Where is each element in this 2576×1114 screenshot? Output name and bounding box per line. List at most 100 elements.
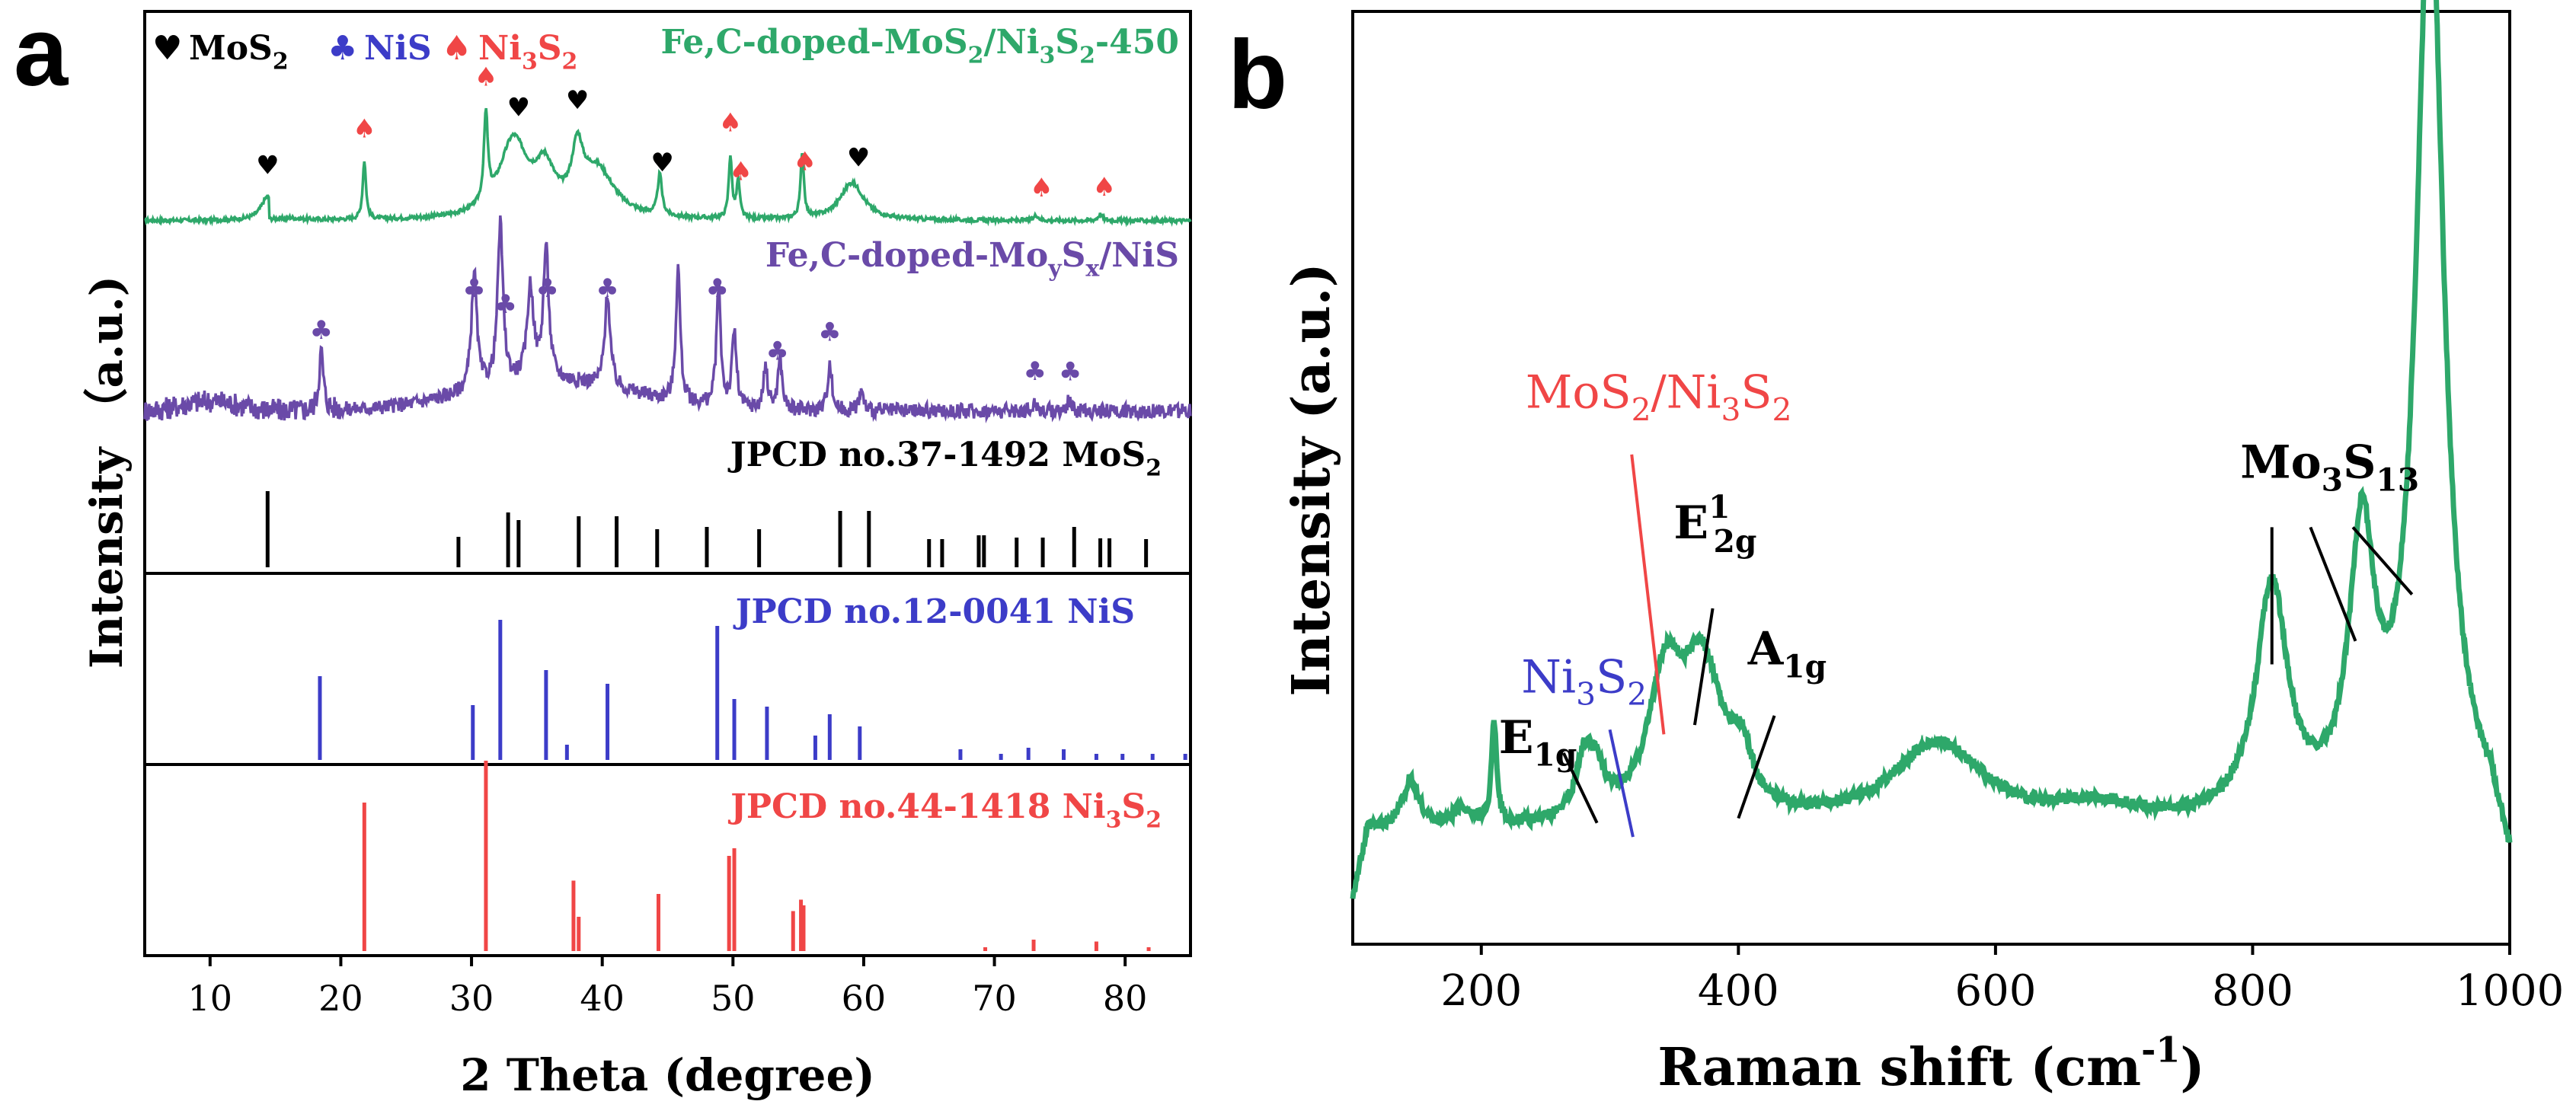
x-tick-label-a: 50 [711, 978, 756, 1019]
peak-annotation-part: E [1673, 496, 1708, 550]
x-tick-label-b: 600 [1954, 966, 2036, 1016]
y-axis-label-a: Intensity （a.u.) [81, 276, 133, 669]
peak-marker: ♣ [765, 336, 788, 366]
peak-marker: ♣ [705, 273, 728, 304]
peak-annotation-part: S [2343, 436, 2376, 490]
series-label: Fe,C-doped-MoySx/NiS [765, 236, 1179, 282]
legend-symbol: ♥ [152, 29, 182, 68]
peak-annotation-part: /Ni [1651, 366, 1721, 420]
peak-marker: ♠ [719, 108, 742, 139]
plot-frame-b [1351, 10, 2511, 946]
series-label-part: S [1055, 23, 1079, 62]
series-label-part: 2 [1079, 42, 1095, 69]
reference-label-part: JPCD no.12-0041 NiS [733, 592, 1135, 631]
legend-label-part: Ni [478, 29, 522, 68]
xrd-chart: 10 20 30 40 50 60 70 80 2 Theta (degree) Intensit… [81, 10, 1192, 1101]
series-line [144, 107, 1192, 228]
x-axis-label-b-part: Raman shift (cm [1657, 1037, 2141, 1098]
peak-annotation-part: MoS [1526, 366, 1632, 420]
series-label-part: y [1047, 255, 1063, 282]
series-label-part: Fe,C-doped-Mo [765, 236, 1048, 275]
peak-annotation: MoS2/Ni3S2 [1526, 366, 1792, 429]
peak-marker: ♠ [1092, 172, 1115, 203]
raman-line [1350, 0, 2513, 899]
legend-label-part: NiS [364, 29, 432, 68]
peak-marker: ♣ [1059, 356, 1082, 387]
peak-marker: ♣ [818, 317, 841, 347]
peak-annotation-part: S [1740, 366, 1772, 420]
reference-label: JPCD no.37-1492 MoS2 [727, 436, 1162, 481]
series-label-part: /NiS [1099, 236, 1179, 275]
legend-symbol: ♣ [328, 29, 357, 68]
series-label-part: Fe,C-doped-MoS [661, 23, 968, 62]
x-tick-label-b: 1000 [2456, 966, 2565, 1016]
series-label-part: x [1085, 255, 1100, 282]
peak-marker: ♥ [566, 85, 589, 116]
peak-annotation-part: 13 [2376, 461, 2419, 498]
peak-annotation: Mo3S13 [2240, 436, 2419, 499]
reference-label-part: S [1121, 787, 1146, 826]
peak-marker: ♠ [353, 114, 376, 145]
peak-annotation-part: Mo [2240, 436, 2321, 490]
peak-annotation-part: 2 [1772, 391, 1792, 428]
x-axis-label-a: 2 Theta (degree) [460, 1049, 875, 1101]
annotation-leader [2309, 526, 2357, 642]
peak-annotation-part: 1g [1533, 737, 1577, 774]
reference-label-part: 3 [1106, 806, 1122, 833]
peak-marker: ♥ [650, 148, 673, 178]
legend-label-part: S [538, 29, 562, 68]
legend-label: NiS [364, 29, 432, 68]
peak-annotation: Ni3S2 [1521, 650, 1647, 713]
peak-annotation-part: 1g [1783, 648, 1827, 685]
reference-label-part: 2 [1146, 806, 1162, 833]
legend-label-part: MoS [189, 29, 273, 68]
peak-annotation-part: Ni [1521, 650, 1576, 704]
series-label-part: -450 [1095, 23, 1179, 62]
peak-marker: ♣ [494, 289, 516, 320]
reference-label-part: JPCD no.37-1492 MoS [727, 436, 1146, 474]
peak-annotation-part: 1 [1708, 489, 1730, 525]
legend-label-part: 3 [522, 48, 538, 75]
annotation-leader [1737, 715, 1776, 819]
peak-annotation: A1g [1747, 623, 1827, 685]
reference-label: JPCD no.12-0041 NiS [733, 592, 1135, 631]
peak-annotation: E1 2g [1673, 489, 1756, 560]
peak-annotation-part: A [1747, 623, 1785, 676]
annotation-leader [1561, 752, 1599, 824]
annotation-leader [1630, 454, 1666, 735]
peak-marker: ♣ [596, 273, 618, 304]
peak-annotation-part: S [1596, 650, 1627, 704]
peak-annotation-part: 3 [2322, 461, 2343, 498]
peak-marker: ♥ [847, 142, 870, 173]
peak-annotation-part: 2 [1627, 676, 1647, 713]
series-label-part: S [1062, 236, 1086, 275]
x-tick-label-a: 70 [972, 978, 1017, 1019]
x-tick-label-b: 400 [1698, 966, 1779, 1016]
x-tick-label-a: 20 [318, 978, 363, 1019]
peak-marker: ♣ [535, 273, 558, 304]
series-label-part: 2 [968, 42, 984, 69]
legend-label: Ni3S2 [478, 29, 577, 75]
peak-marker: ♣ [462, 273, 485, 304]
series-label-part: /Ni [983, 23, 1039, 62]
annotation-leader [1608, 729, 1635, 838]
legend-label-part: 2 [273, 48, 289, 75]
peak-marker: ♣ [309, 315, 332, 346]
peak-marker: ♣ [1024, 356, 1047, 387]
x-tick-label-b: 200 [1440, 966, 1522, 1016]
x-tick-label-a: 80 [1103, 978, 1148, 1019]
peak-annotation-part: 3 [1721, 391, 1740, 428]
legend-label-part: 2 [562, 48, 578, 75]
x-tick-label-a: 60 [842, 978, 887, 1019]
peak-annotation: E1g [1499, 711, 1577, 774]
legend-symbol: ♠ [442, 29, 471, 68]
reference-label: JPCD no.44-1418 Ni3S2 [727, 787, 1162, 833]
annotation-leader [2351, 526, 2414, 595]
raman-chart: 200 400 600 800 1000 Raman shift (cm-1) Intens… [1281, 0, 2564, 1098]
plot-frame-a [143, 10, 1192, 957]
x-axis-label-b-part: ) [2180, 1037, 2204, 1098]
peak-marker: ♠ [1030, 173, 1053, 203]
peak-annotation-part: 2 [1632, 391, 1651, 428]
annotation-leader [1692, 608, 1715, 726]
